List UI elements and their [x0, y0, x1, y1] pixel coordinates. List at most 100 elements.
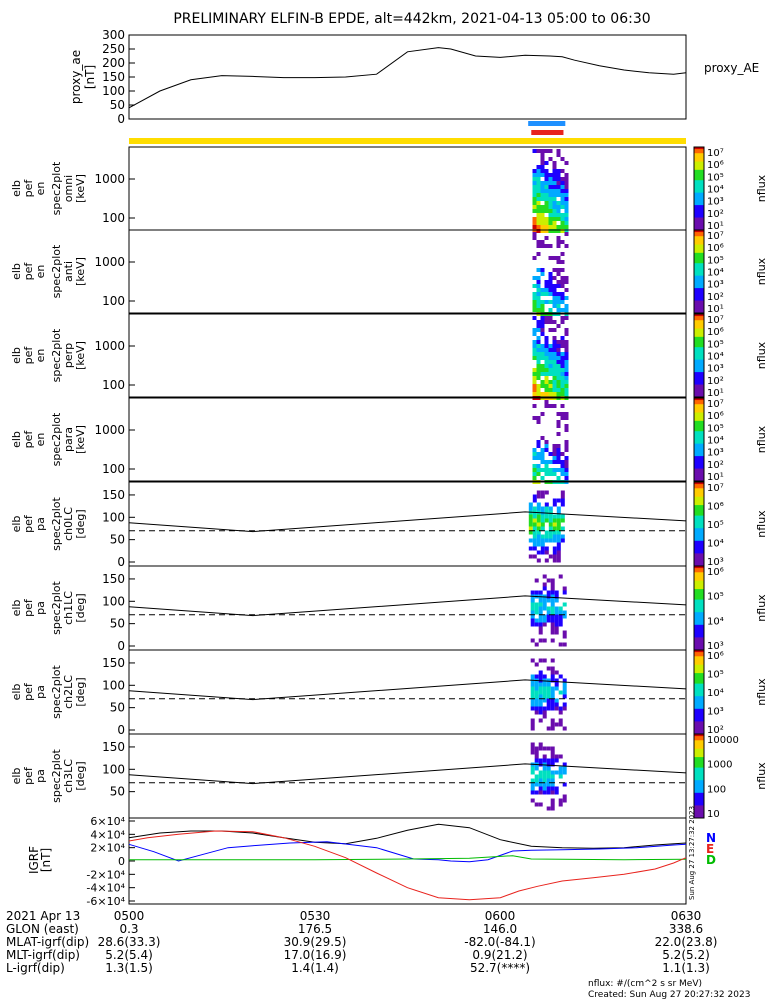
pa-colorbar-cell	[694, 545, 704, 548]
footer-mlt-0500: 5.2(5.4)	[105, 948, 153, 962]
energy-spectrogram-cell	[556, 304, 561, 308]
pitch-spectrogram-cell	[538, 702, 543, 707]
pa-colorbar-cell	[694, 593, 704, 596]
footer-time-0530: 0530	[300, 909, 331, 923]
pitch-spectrogram-cell	[552, 518, 557, 523]
pa-colorbar-cell	[694, 776, 704, 779]
pa-colorbar-label: nflux	[755, 678, 768, 706]
energy-spectrogram-cell	[556, 240, 561, 244]
energy-spectrogram-cell	[536, 352, 541, 356]
pa-colorbar-cell	[694, 532, 704, 535]
spec-colorbar-cell	[694, 318, 704, 321]
pitch-spectrogram-cell	[540, 550, 545, 555]
footer-row-mlat: MLAT-igrf(dip)	[6, 935, 89, 949]
spec-colorbar-cell	[694, 454, 704, 457]
energy-spectrogram-cell	[532, 221, 537, 225]
pa-colorbar-cell	[694, 652, 704, 655]
spec-colorbar-cell	[694, 380, 704, 383]
pitch-spectrogram-cell	[544, 514, 549, 519]
spec-colorbar-cell	[694, 384, 704, 388]
energy-spectrogram-cell	[556, 296, 561, 300]
pitch-spectrogram-cell	[538, 802, 543, 807]
pitch-spectrogram-cell	[556, 510, 561, 515]
pa-colorbar-cell	[694, 570, 704, 573]
pa-colorbar-tick: 10⁶	[707, 651, 724, 662]
proxy-ae-legend: proxy_AE	[704, 61, 759, 75]
energy-spectrogram-cell	[536, 213, 541, 217]
pa-colorbar-cell	[694, 673, 704, 676]
energy-spectrogram-cell	[532, 217, 537, 221]
energy-spectrogram-cell	[556, 185, 561, 189]
energy-spectrogram-cell	[564, 332, 569, 336]
energy-spectrogram-cell	[548, 272, 553, 276]
energy-spectrogram-cell	[564, 288, 569, 292]
spec-colorbar-cell	[694, 248, 704, 252]
energy-spectrogram-cell	[536, 376, 541, 380]
pitch-spectrogram-cell	[530, 726, 535, 731]
energy-spectrogram-cell	[548, 177, 553, 181]
pitch-spectrogram-cell	[530, 750, 535, 755]
pitch-spectrogram-cell	[554, 770, 559, 775]
pa-colorbar-tick: 100	[707, 784, 726, 795]
energy-spectrogram-cell	[552, 356, 557, 360]
energy-tick-label: 1000	[94, 172, 125, 186]
energy-spectrogram-cell	[536, 340, 541, 344]
pitch-spectrogram-cell	[540, 506, 545, 511]
spec-ylabel-line: [keV]	[74, 174, 87, 203]
spec-colorbar-cell	[694, 147, 704, 150]
pitch-spectrogram-cell	[546, 770, 551, 775]
energy-spectrogram-cell	[564, 213, 569, 217]
energy-spectrogram-cell	[564, 412, 569, 416]
energy-spectrogram-cell	[544, 177, 549, 181]
energy-spectrogram-cell	[544, 352, 549, 356]
energy-spectrogram-cell	[532, 340, 537, 344]
pa-ylabel-line: spec2plot	[50, 665, 63, 719]
footer-l-0630: 1.1(1.3)	[662, 961, 710, 975]
pitch-spectrogram-cell	[538, 626, 543, 631]
pa-colorbar-cell	[694, 683, 704, 687]
energy-spectrogram-cell	[532, 292, 537, 296]
pa-colorbar-cell	[694, 595, 704, 598]
pitch-spectrogram-cell	[556, 554, 561, 559]
pitch-spectrogram-cell	[550, 806, 555, 811]
pitch-spectrogram-cell	[534, 758, 539, 763]
pa-ylabel-line: [deg]	[74, 761, 87, 790]
energy-spectrogram-cell	[540, 185, 545, 189]
energy-spectrogram-cell	[536, 280, 541, 284]
energy-spectrogram-cell	[544, 340, 549, 344]
pitch-spectrogram-cell	[538, 658, 543, 663]
footer-time-0500: 0500	[114, 909, 145, 923]
pitch-spectrogram-cell	[530, 702, 535, 707]
spec-colorbar-cell	[694, 370, 704, 373]
footer-mlt-0600: 0.9(21.2)	[472, 948, 527, 962]
energy-spectrogram-cell	[548, 300, 553, 304]
energy-spectrogram-cell	[544, 400, 549, 404]
energy-spectrogram-cell	[552, 456, 557, 460]
pitch-spectrogram-cell	[562, 590, 567, 595]
energy-spectrogram-cell	[544, 464, 549, 468]
spec-colorbar-cell	[694, 173, 704, 177]
pa-colorbar-cell	[694, 582, 704, 586]
pitch-spectrogram-cell	[528, 526, 533, 531]
spec-ylabel-line: spec2plot	[50, 412, 63, 466]
spec-colorbar-cell	[694, 445, 704, 449]
pitch-spectrogram-cell	[544, 518, 549, 523]
energy-spectrogram-cell	[532, 296, 537, 300]
pitch-spectrogram-cell	[550, 606, 555, 611]
energy-spectrogram-cell	[556, 213, 561, 217]
spec-colorbar-cell	[694, 420, 704, 424]
energy-spectrogram-cell	[548, 209, 553, 213]
pa-ylabel-line: elb	[10, 768, 23, 785]
footer-mlat-0630: 22.0(23.8)	[655, 935, 718, 949]
energy-spectrogram-cell	[548, 328, 553, 332]
spec-colorbar-cell	[694, 236, 704, 239]
energy-spectrogram-cell	[564, 197, 569, 201]
pitch-spectrogram-cell	[534, 622, 539, 627]
pa-ylabel-line: pef	[22, 598, 35, 617]
spec-colorbar-cell	[694, 330, 704, 334]
energy-tick-label: 1000	[94, 255, 125, 269]
energy-spectrogram-cell	[552, 320, 557, 324]
pitch-spectrogram-cell	[562, 726, 567, 731]
energy-spectrogram-cell	[564, 185, 569, 189]
energy-spectrogram-cell	[544, 201, 549, 205]
